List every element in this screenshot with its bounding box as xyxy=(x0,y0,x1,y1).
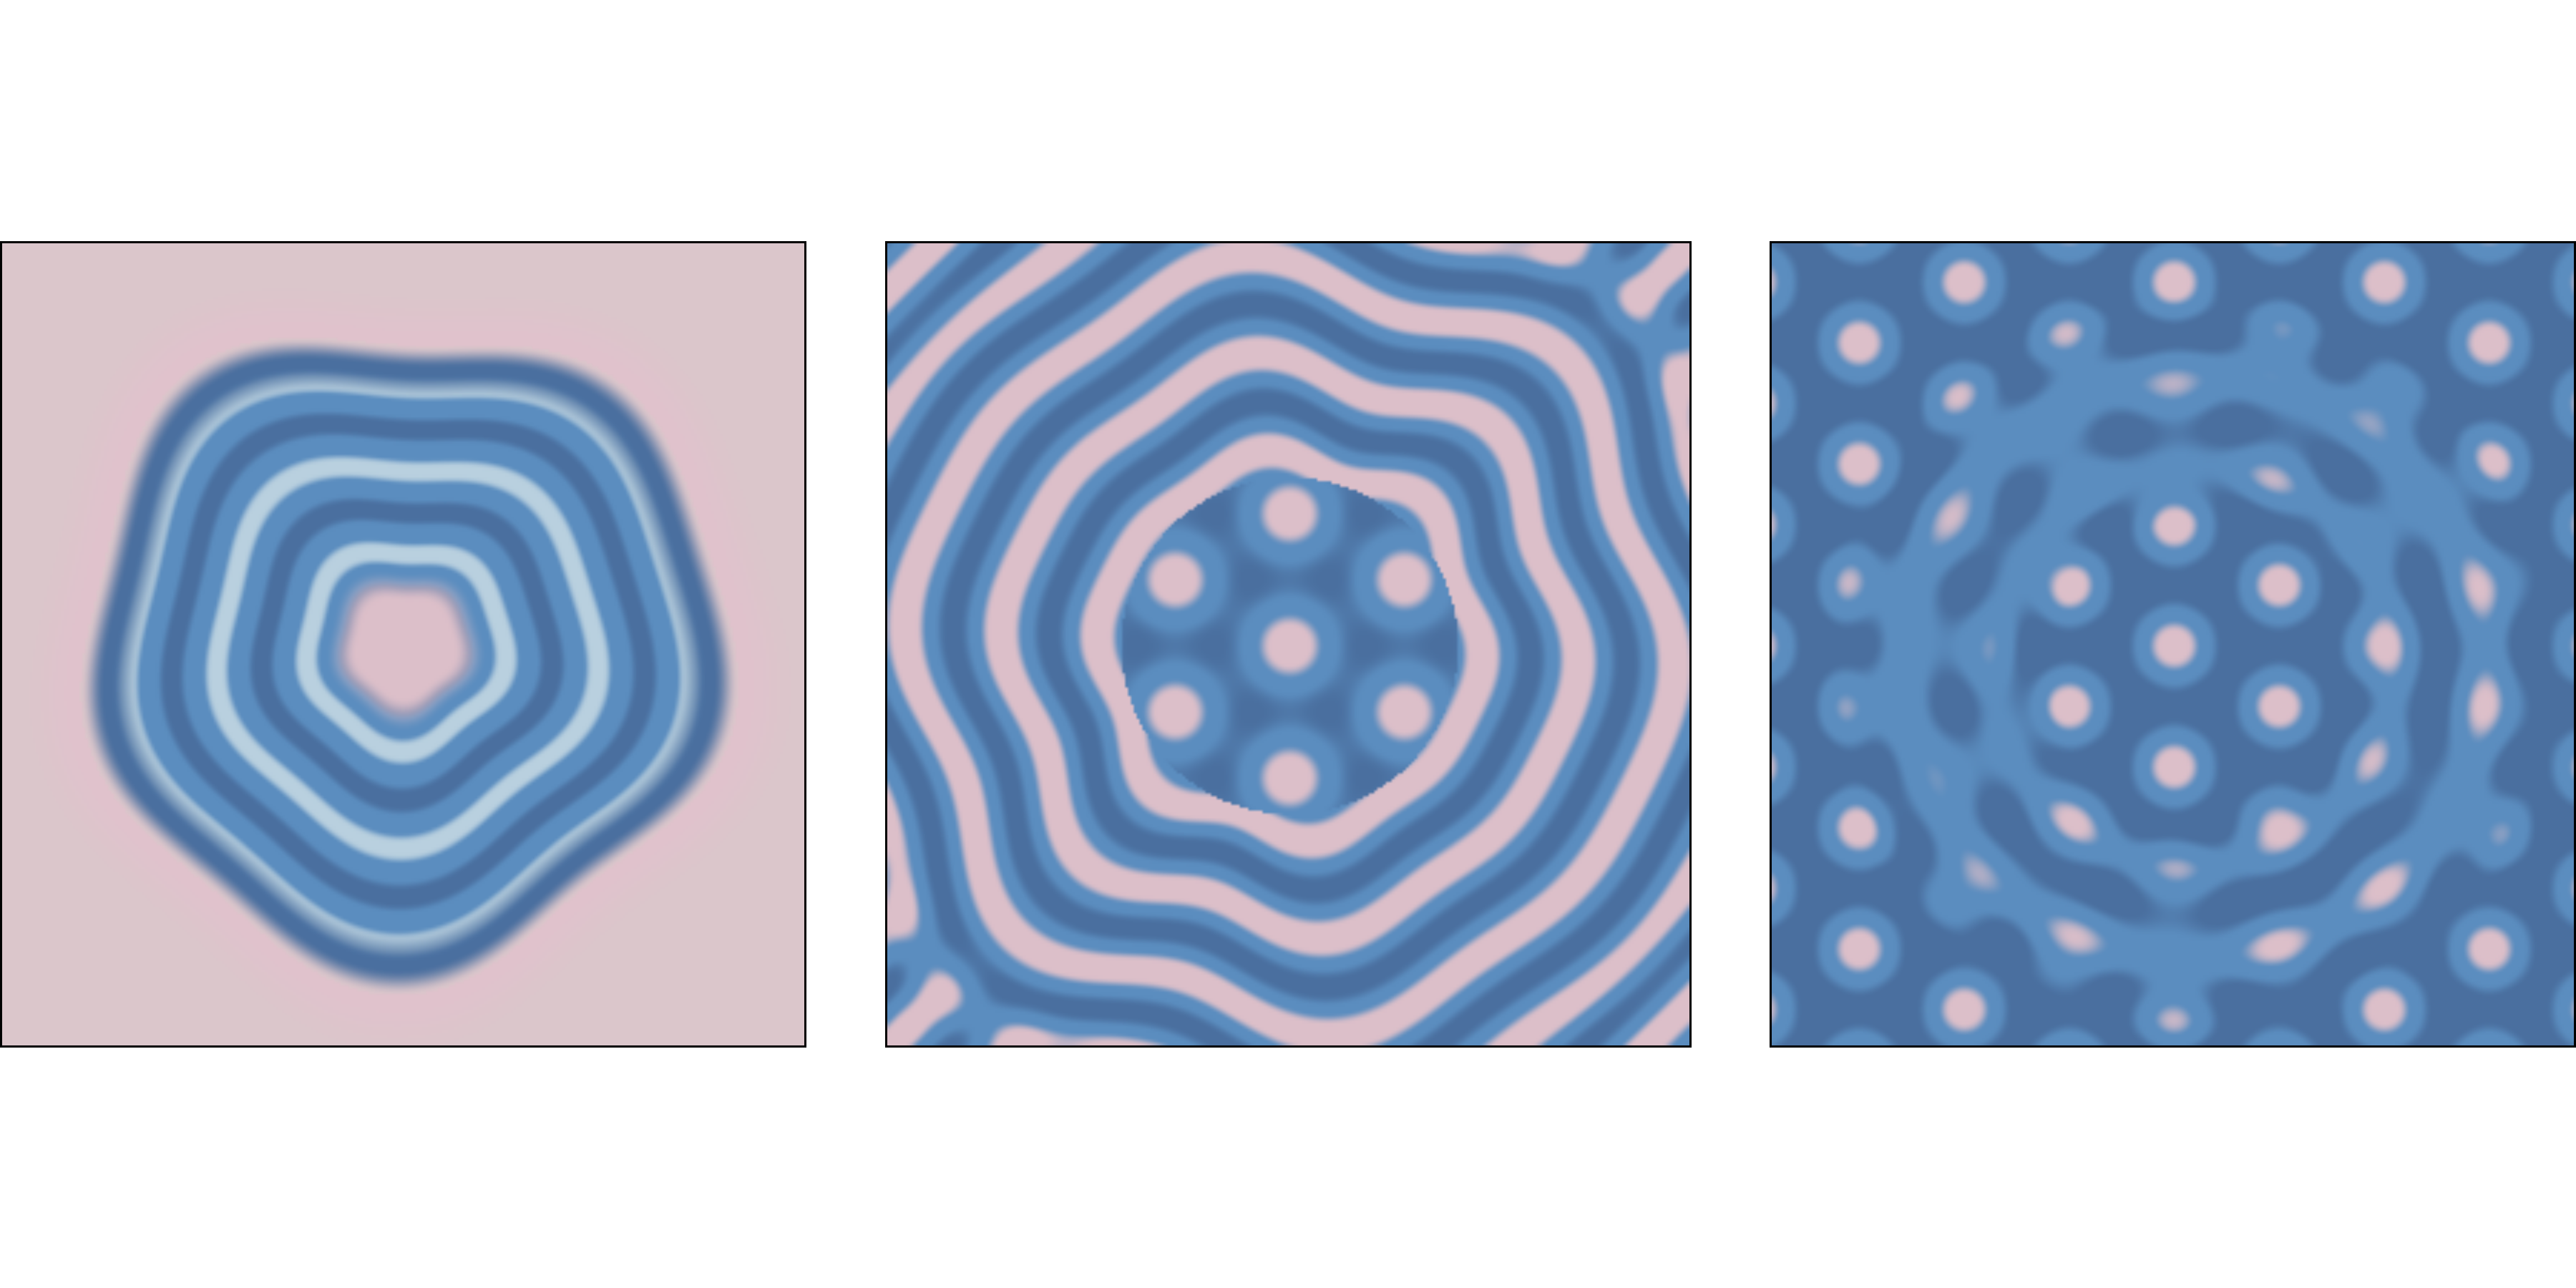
pattern-image-late xyxy=(1772,243,2574,1045)
pattern-panel-late xyxy=(1770,241,2576,1048)
pattern-image-early xyxy=(2,243,804,1045)
pattern-image-middle xyxy=(887,243,1689,1045)
pattern-panel-early xyxy=(0,241,806,1048)
pattern-panel-middle xyxy=(885,241,1692,1048)
